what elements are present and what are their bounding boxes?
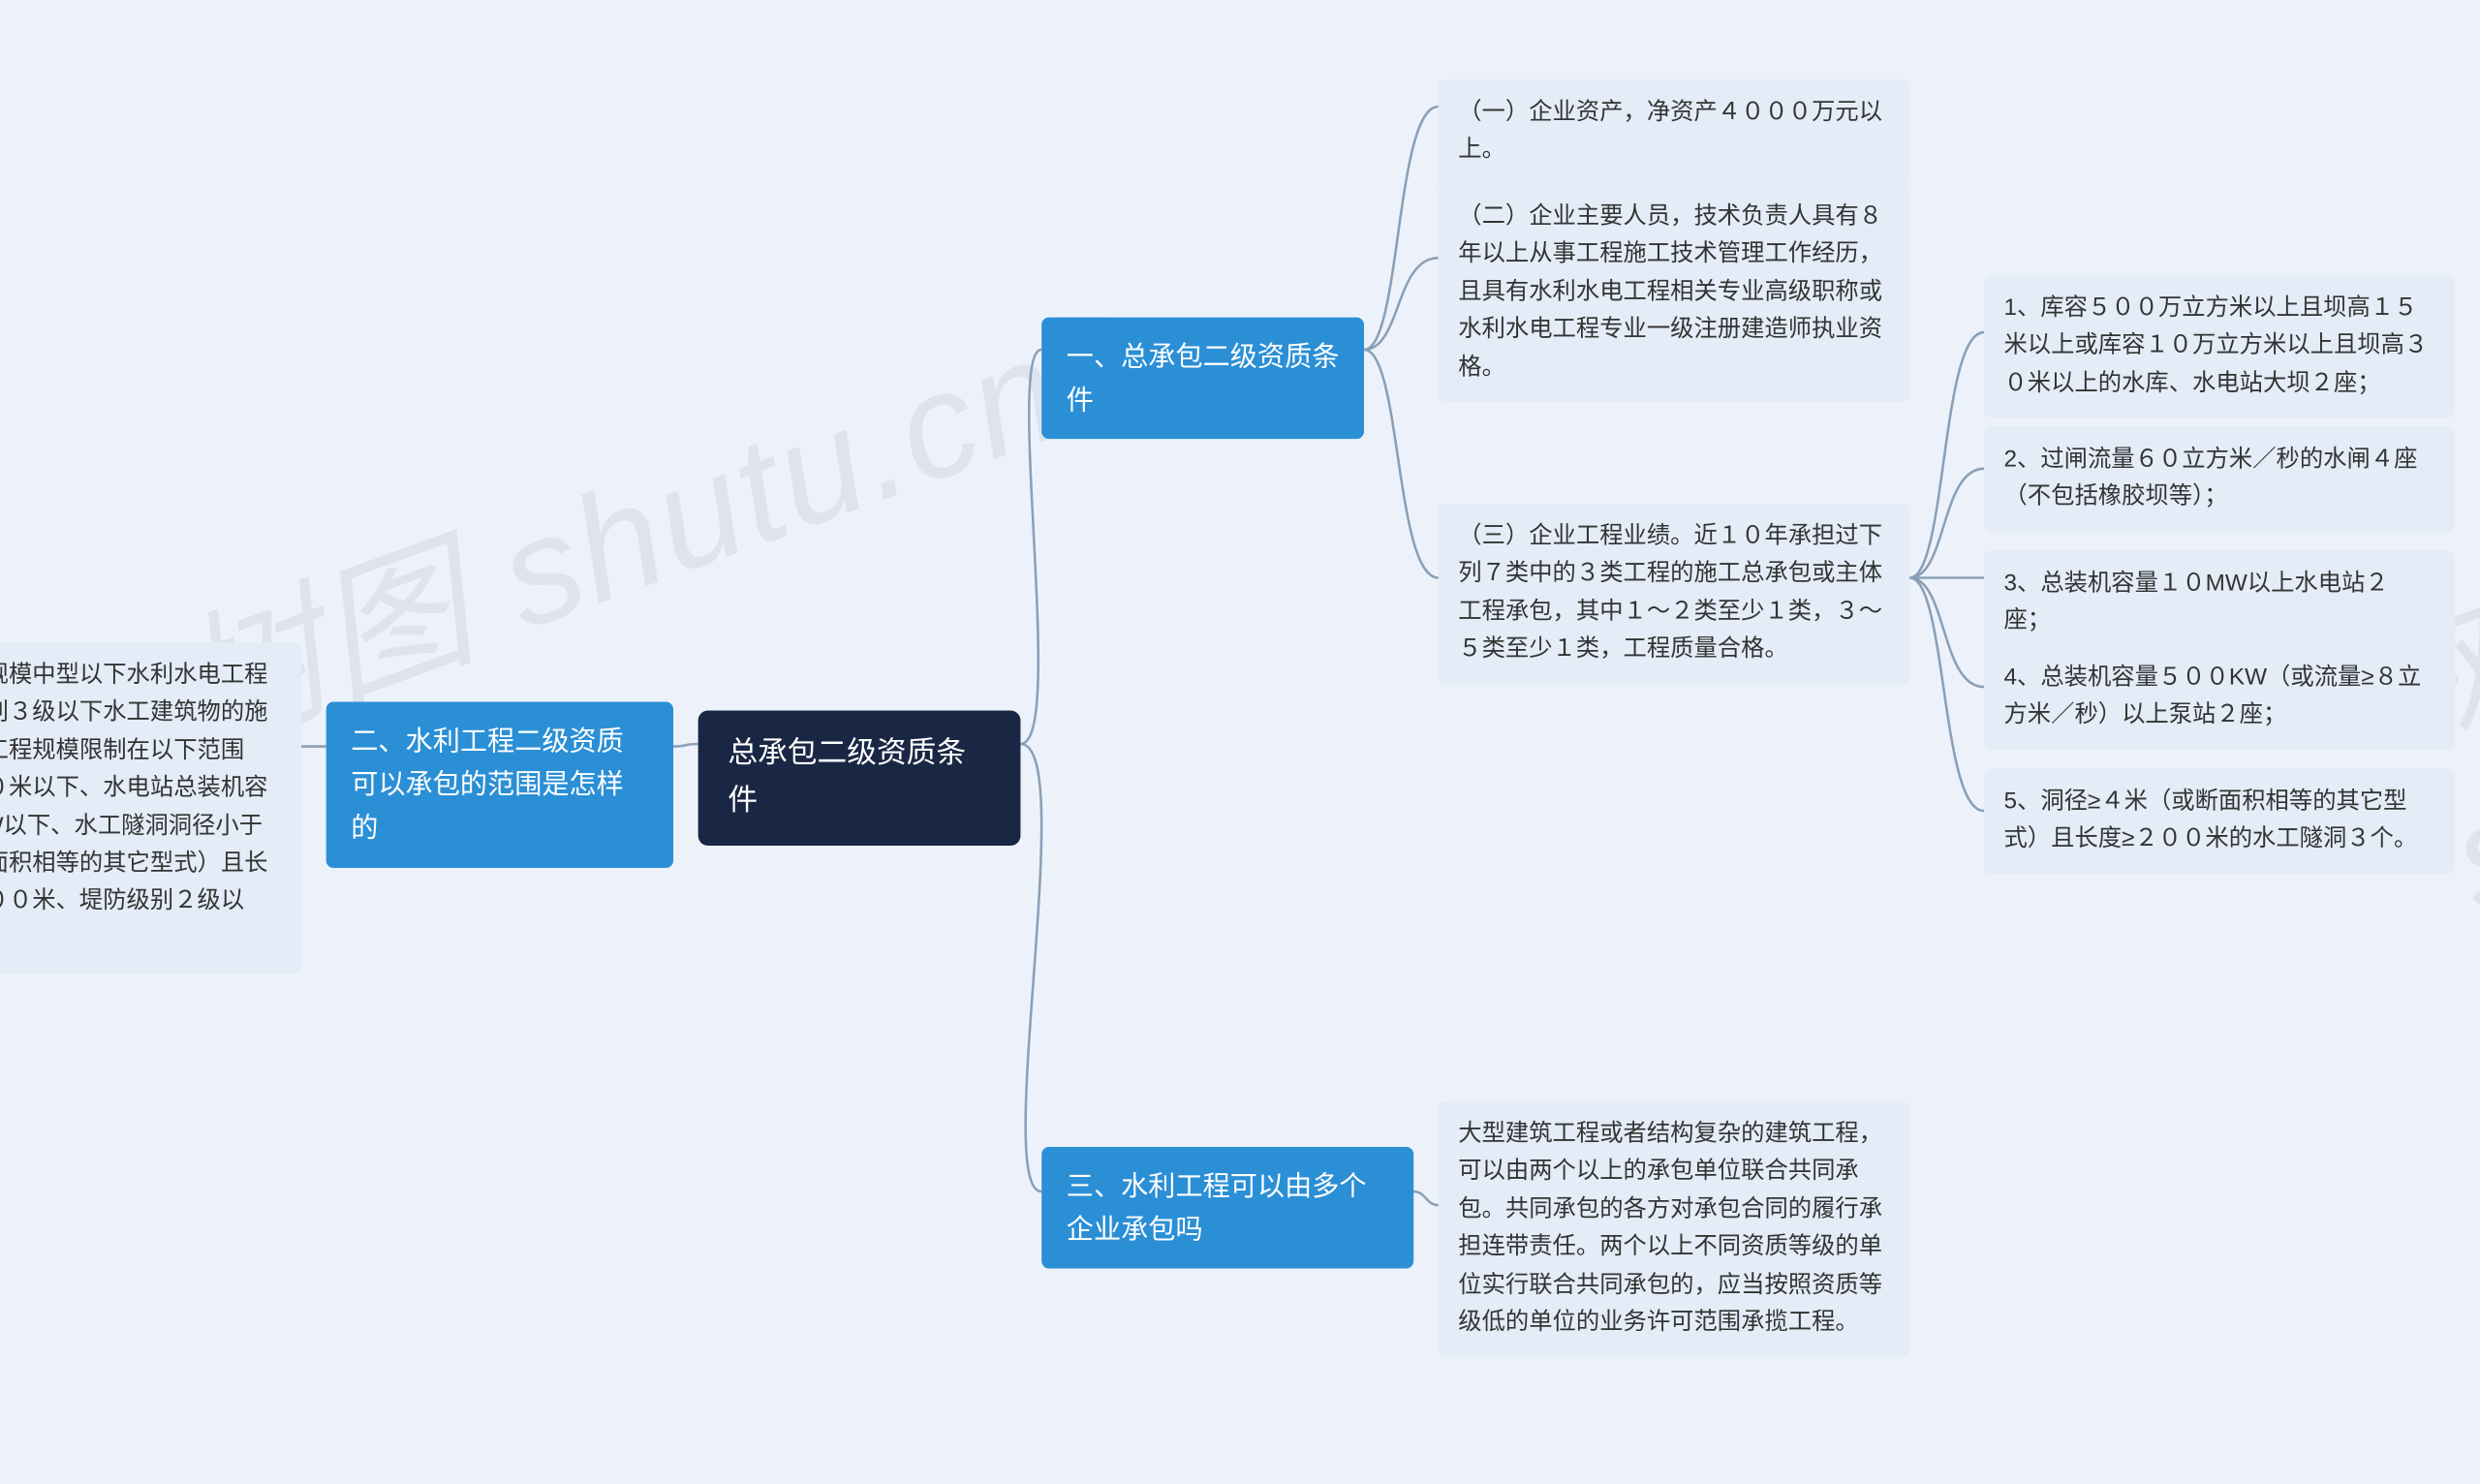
branch-node-3[interactable]: 三、水利工程可以由多个企业承包吗 <box>1041 1147 1413 1269</box>
root-node[interactable]: 总承包二级资质条件 <box>698 710 1021 845</box>
leaf-node: （三）企业工程业绩。近１０年承担过下列７类中的３类工程的施工总承包或主体工程承包… <box>1439 504 1909 684</box>
leaf-node: 3、总装机容量１０MW以上水电站２座； <box>1984 550 2455 656</box>
leaf-node: 可承担工程规模中型以下水利水电工程和建筑物级别３级以下水工建筑物的施工，但下列工… <box>0 642 301 974</box>
leaf-node: （二）企业主要人员，技术负责人具有８年以上从事工程施工技术管理工作经历，且具有水… <box>1439 183 1909 401</box>
leaf-node: 5、洞径≥４米（或断面积相等的其它型式）且长度≥２００米的水工隧洞３个。 <box>1984 769 2455 875</box>
branch-node-1[interactable]: 一、总承包二级资质条件 <box>1041 318 1364 440</box>
leaf-node: 大型建筑工程或者结构复杂的建筑工程，可以由两个以上的承包单位联合共同承包。共同承… <box>1439 1101 1909 1357</box>
leaf-node: 1、库容５００万立方米以上且坝高１５米以上或库容１０万立方米以上且坝高３０米以上… <box>1984 275 2455 417</box>
leaf-node: 4、总装机容量５００KW（或流量≥８立方米／秒）以上泵站２座； <box>1984 645 2455 751</box>
branch-node-2[interactable]: 二、水利工程二级资质可以承包的范围是怎样的 <box>326 701 673 867</box>
leaf-node: （一）企业资产，净资产４０００万元以上。 <box>1439 79 1909 185</box>
leaf-node: 2、过闸流量６０立方米／秒的水闸４座（不包括橡胶坝等）； <box>1984 426 2455 532</box>
